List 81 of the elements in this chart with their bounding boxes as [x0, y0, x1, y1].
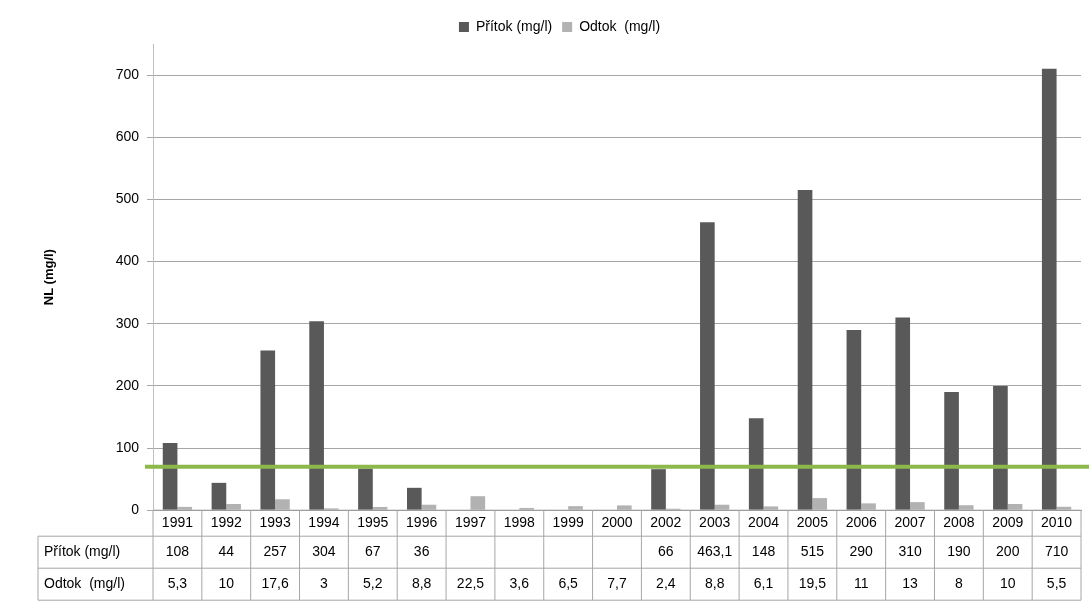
x-tick-label: 1993 [259, 514, 291, 531]
y-tick-label: 100 [115, 438, 140, 455]
bar [944, 392, 959, 510]
x-tick-label: 2010 [1041, 514, 1073, 531]
text: Přítok (mg/l) [44, 543, 121, 560]
data-label: 10 [218, 575, 235, 592]
data-label: 5,2 [363, 575, 383, 592]
data-label: 257 [263, 543, 287, 560]
bar [748, 418, 764, 510]
x-tick-label: 2004 [747, 514, 780, 531]
data-label: 200 [996, 543, 1020, 560]
bar [162, 443, 178, 510]
y-tick-label: 700 [115, 65, 140, 82]
x-tick-label: 2000 [601, 514, 633, 531]
data-label: 22,5 [456, 575, 485, 592]
bar [309, 321, 324, 510]
bar [846, 329, 862, 510]
y-tick-label: 200 [115, 376, 140, 393]
x-tick-label: 1999 [552, 514, 584, 531]
x-tick-label: 1992 [210, 514, 243, 531]
data-label: 3 [320, 575, 329, 592]
data-label: 8,8 [411, 575, 432, 592]
x-tick-label: 1994 [308, 514, 340, 531]
x-tick-label: 2006 [845, 514, 877, 531]
x-tick-label: 1996 [406, 514, 438, 531]
data-label: 11 [853, 575, 869, 592]
data-label: 5,3 [167, 575, 188, 592]
bar [797, 190, 813, 510]
data-label: 13 [902, 575, 919, 592]
data-label: 8 [955, 575, 963, 592]
bar [260, 350, 276, 510]
data-label: 19,5 [798, 575, 827, 592]
x-tick-label: 2009 [992, 514, 1024, 531]
bar [700, 222, 715, 510]
bar [895, 317, 911, 510]
data-label: 190 [947, 543, 971, 560]
x-tick-label: 2003 [699, 514, 731, 531]
x-tick-label: 2007 [894, 514, 926, 531]
data-label: 304 [312, 543, 336, 560]
data-label: 3,6 [509, 575, 530, 592]
y-tick-label: 0 [131, 501, 140, 518]
data-label: 17,6 [261, 575, 289, 592]
x-tick-label: 1991 [161, 514, 194, 531]
data-label: 8,8 [704, 575, 725, 592]
data-label: 710 [1044, 543, 1069, 560]
data-label: 66 [658, 543, 674, 560]
bar [358, 468, 373, 510]
x-tick-label: 1998 [503, 514, 536, 531]
data-label: 290 [849, 543, 874, 560]
data-label: 10 [999, 575, 1016, 592]
x-tick-label: 2008 [943, 514, 975, 531]
bar [993, 385, 1008, 510]
bar [211, 482, 227, 510]
data-label: 7,7 [607, 575, 627, 592]
data-label: 310 [898, 543, 922, 560]
x-tick-label: 2005 [796, 514, 829, 531]
data-label: 463,1 [697, 543, 733, 560]
x-tick-label: 2002 [650, 514, 682, 531]
x-tick-label: 1997 [454, 514, 487, 531]
data-label: 36 [413, 543, 430, 560]
data-label: 6,1 [753, 575, 774, 592]
bar [406, 487, 422, 510]
data-label: 5,5 [1046, 575, 1067, 592]
x-tick-label: 1995 [357, 514, 389, 531]
data-label: 44 [218, 543, 235, 560]
y-axis-title: NL (mg/l) [41, 249, 57, 306]
y-tick-label: 300 [115, 314, 140, 331]
data-label: 67 [365, 543, 381, 560]
data-label: 108 [165, 543, 190, 560]
legend-label: Odtok (mg/l) [579, 17, 661, 34]
bar [1041, 68, 1057, 510]
data-label: 515 [800, 543, 825, 560]
y-tick-label: 400 [115, 252, 140, 269]
legend-label: Přítok (mg/l) [475, 17, 553, 34]
data-label: 2,4 [656, 575, 676, 592]
data-label: 148 [751, 543, 776, 560]
data-label: 6,5 [558, 575, 579, 592]
y-tick-label: 600 [115, 128, 140, 145]
bar [651, 469, 666, 510]
text: Odtok (mg/l) [44, 575, 125, 592]
y-tick-label: 500 [115, 190, 140, 207]
